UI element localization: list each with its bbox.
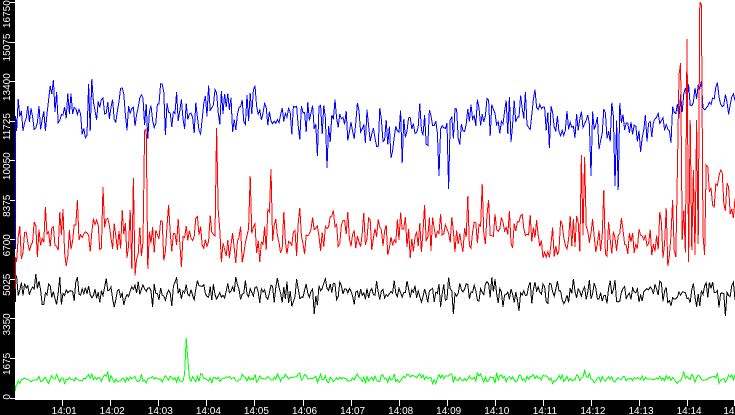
svg-text:15075: 15075 [2, 33, 13, 61]
svg-text:8375: 8375 [2, 194, 13, 217]
svg-text:14:05: 14:05 [244, 406, 269, 415]
svg-text:14:12: 14:12 [580, 406, 605, 415]
svg-text:14:03: 14:03 [148, 406, 173, 415]
svg-text:14:10: 14:10 [484, 406, 509, 415]
svg-text:14:09: 14:09 [436, 406, 461, 415]
svg-text:3350: 3350 [2, 313, 13, 336]
svg-text:14:08: 14:08 [388, 406, 413, 415]
svg-text:1675: 1675 [2, 352, 13, 375]
svg-text:14:11: 14:11 [533, 406, 558, 415]
svg-text:6700: 6700 [2, 234, 13, 257]
svg-text:14:14: 14:14 [677, 406, 702, 415]
svg-text:16750: 16750 [2, 0, 13, 28]
svg-text:10050: 10050 [2, 152, 13, 180]
svg-text:13400: 13400 [2, 73, 13, 101]
svg-text:14:04: 14:04 [196, 406, 221, 415]
svg-text:14:15: 14:15 [723, 406, 735, 415]
svg-text:11725: 11725 [2, 113, 13, 141]
svg-text:14:02: 14:02 [100, 406, 125, 415]
svg-text:14:13: 14:13 [628, 406, 653, 415]
svg-text:14:01: 14:01 [52, 406, 77, 415]
svg-text:14:06: 14:06 [292, 406, 317, 415]
svg-text:0: 0 [2, 394, 13, 400]
svg-text:14:07: 14:07 [340, 406, 365, 415]
svg-text:5025: 5025 [2, 273, 13, 296]
